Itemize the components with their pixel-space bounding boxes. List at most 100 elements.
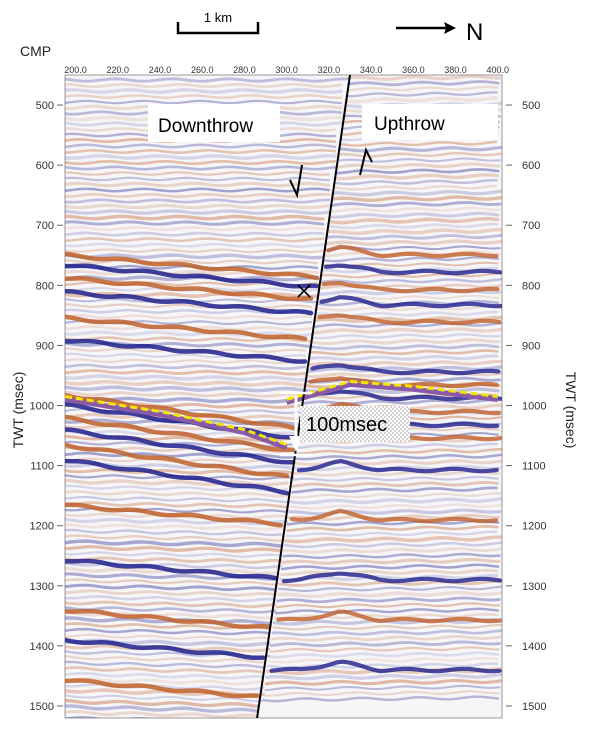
horizon-underline xyxy=(65,397,288,450)
reflector xyxy=(65,539,283,548)
reflector xyxy=(65,251,320,281)
reflector xyxy=(319,295,502,309)
reflector xyxy=(65,314,308,342)
reflector xyxy=(289,497,502,505)
reflector xyxy=(274,612,499,620)
x-tick-label: 280.0 xyxy=(233,65,256,75)
reflector xyxy=(65,303,313,309)
x-tick-label: 200.0 xyxy=(64,65,87,75)
reflector xyxy=(293,475,500,482)
reflector xyxy=(65,495,289,503)
x-tick-label: 340.0 xyxy=(360,65,383,75)
reflector xyxy=(296,458,499,474)
reflector xyxy=(65,501,289,509)
y-tick-label-right: 1000 xyxy=(522,401,546,413)
x-axis-title: CMP xyxy=(20,43,51,59)
x-tick-label: 260.0 xyxy=(191,65,214,75)
downthrow-text: Downthrow xyxy=(158,116,253,137)
reflector xyxy=(329,206,501,213)
x-tick-label: 220.0 xyxy=(107,65,130,75)
reflector xyxy=(327,222,499,230)
reflector xyxy=(289,503,502,510)
reflector xyxy=(326,244,499,259)
reflector xyxy=(65,677,265,686)
y-tick-label-left: 900 xyxy=(36,340,54,352)
y-tick-label-left: 800 xyxy=(36,280,54,292)
y-tick-label-left: 500 xyxy=(36,100,54,112)
reflector xyxy=(291,486,498,494)
reflector xyxy=(312,327,502,335)
x-tick-label: 360.0 xyxy=(402,65,425,75)
reflector xyxy=(65,414,296,453)
reflector xyxy=(336,157,501,163)
reflector xyxy=(65,94,343,99)
reflector xyxy=(65,545,283,553)
reflector xyxy=(307,365,502,373)
reflector xyxy=(308,376,499,389)
reflector xyxy=(65,176,331,182)
north-arrow: N xyxy=(396,19,483,46)
reflector xyxy=(331,189,502,197)
horizon-underline xyxy=(286,381,499,405)
reflector xyxy=(65,165,337,171)
reflector xyxy=(330,201,502,208)
reflector xyxy=(65,502,284,528)
reflector xyxy=(65,363,307,370)
reflector xyxy=(310,343,500,351)
reflector xyxy=(311,338,501,345)
reflector xyxy=(65,627,271,636)
reflector xyxy=(335,162,501,169)
y-tick-label-left: 600 xyxy=(36,160,54,172)
reflector xyxy=(328,211,500,219)
reflector xyxy=(65,551,283,558)
reflector xyxy=(296,448,502,455)
reflector xyxy=(65,698,259,708)
downthrow-label: Downthrow xyxy=(148,104,280,142)
y-tick-label-right: 1200 xyxy=(522,521,546,533)
y-tick-label-left: 1000 xyxy=(30,401,54,413)
reflector xyxy=(351,60,501,64)
reflector xyxy=(320,272,502,279)
y-tick-label-left: 1100 xyxy=(30,461,54,473)
reflector xyxy=(65,192,331,199)
reflector xyxy=(344,96,498,104)
x-tick-label: 380.0 xyxy=(444,65,467,75)
reflector xyxy=(65,181,331,188)
reflector xyxy=(345,91,498,98)
reflector xyxy=(286,519,500,526)
y-tick-label-right: 700 xyxy=(522,220,540,232)
reflector xyxy=(65,358,307,365)
throw-measurement: 100msec xyxy=(280,391,410,457)
reflector xyxy=(333,173,500,181)
reflector xyxy=(283,541,502,549)
reflector xyxy=(65,694,265,703)
reflector xyxy=(285,530,498,538)
reflector xyxy=(65,606,277,614)
reflector xyxy=(65,171,331,176)
reflector xyxy=(65,220,325,226)
y-axis-ticks-left: 500 600 700 800 900 1000 1100 1200 1300 1400 1500 xyxy=(30,100,63,713)
reflector xyxy=(275,602,500,609)
y-tick-label-left: 1500 xyxy=(30,701,54,713)
fault-intersection-marker xyxy=(297,284,311,298)
y-tick-label-right: 900 xyxy=(522,340,540,352)
horizon-pick xyxy=(286,379,498,401)
reflector xyxy=(295,453,502,461)
y-axis-title-left: TWT (msec) xyxy=(10,372,26,449)
reflector xyxy=(65,611,271,620)
reflector xyxy=(65,259,319,265)
reflector xyxy=(65,77,349,83)
reflector xyxy=(325,233,502,241)
reflector xyxy=(65,209,331,215)
reflector xyxy=(317,313,502,326)
reflector xyxy=(271,629,502,637)
reflector xyxy=(65,522,283,531)
y-tick-label-left: 1400 xyxy=(30,641,54,653)
reflector xyxy=(346,85,499,92)
y-tick-label-left: 700 xyxy=(36,220,54,232)
reflector xyxy=(279,568,499,577)
reflector xyxy=(282,552,501,560)
horizon-pick xyxy=(65,395,288,447)
reflector xyxy=(324,239,502,246)
